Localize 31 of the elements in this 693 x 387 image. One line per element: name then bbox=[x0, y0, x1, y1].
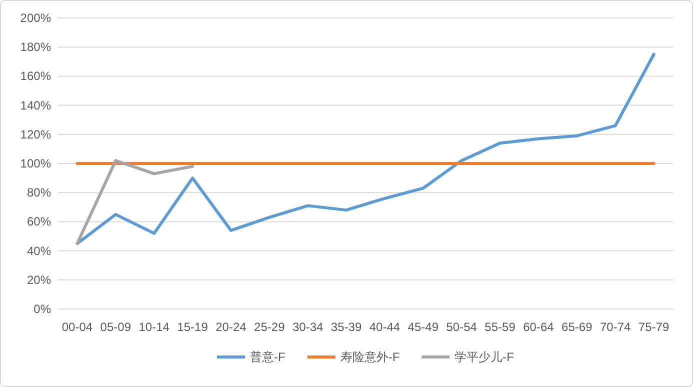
x-tick-label: 35-39 bbox=[330, 320, 362, 334]
y-tick-label: 20% bbox=[26, 272, 52, 287]
x-tick-label: 50-54 bbox=[446, 320, 478, 334]
legend-label: 寿险意外-F bbox=[340, 350, 400, 364]
y-tick-label: 140% bbox=[20, 98, 52, 112]
x-tick-label: 75-79 bbox=[638, 320, 670, 334]
y-tick-label: 40% bbox=[26, 244, 52, 258]
x-tick-label: 25-29 bbox=[254, 320, 286, 334]
x-tick-label: 70-74 bbox=[600, 320, 632, 334]
x-tick-label: 65-69 bbox=[562, 320, 593, 334]
y-tick-label: 180% bbox=[20, 40, 52, 54]
x-tick-label: 60-64 bbox=[523, 320, 554, 334]
x-tick-label: 55-59 bbox=[484, 320, 516, 334]
legend-label: 普意-F bbox=[250, 350, 286, 364]
x-tick-label: 15-19 bbox=[177, 320, 208, 334]
y-tick-label: 60% bbox=[26, 214, 52, 229]
x-tick-label: 20-24 bbox=[216, 320, 247, 334]
line-series bbox=[76, 159, 194, 246]
y-tick-label: 100% bbox=[20, 156, 52, 170]
y-tick-label: 80% bbox=[26, 186, 52, 200]
x-tick-label: 10-14 bbox=[138, 320, 170, 334]
y-tick-label: 200% bbox=[20, 11, 52, 25]
legend-label: 学平少儿-F bbox=[454, 350, 514, 364]
x-tick-label: 45-49 bbox=[408, 320, 439, 334]
x-tick-label: 00-04 bbox=[62, 320, 93, 334]
x-tick-label: 05-09 bbox=[100, 320, 132, 334]
x-tick-label: 40-44 bbox=[369, 320, 400, 334]
y-tick-label: 0% bbox=[34, 302, 52, 316]
y-tick-label: 120% bbox=[20, 127, 52, 142]
x-tick-label: 30-34 bbox=[292, 320, 324, 334]
y-tick-label: 160% bbox=[20, 69, 52, 84]
